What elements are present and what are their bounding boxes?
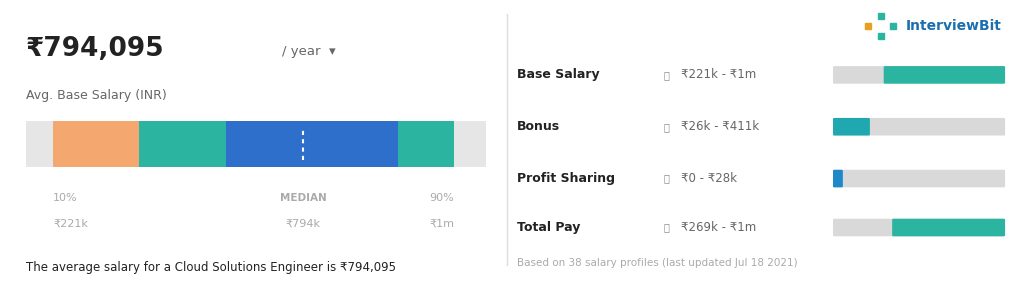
FancyBboxPatch shape xyxy=(834,170,1006,187)
Text: Bonus: Bonus xyxy=(517,120,560,133)
Text: ⓘ: ⓘ xyxy=(664,223,669,232)
Text: ₹221k - ₹1m: ₹221k - ₹1m xyxy=(681,68,756,82)
FancyBboxPatch shape xyxy=(892,219,1006,236)
Text: Profit Sharing: Profit Sharing xyxy=(517,172,615,185)
Bar xyxy=(53,121,139,167)
Text: 90%: 90% xyxy=(429,193,455,203)
Bar xyxy=(398,121,454,167)
FancyBboxPatch shape xyxy=(834,66,1006,84)
Text: ⓘ: ⓘ xyxy=(664,70,669,80)
Text: ₹221k: ₹221k xyxy=(53,219,88,229)
Text: Total Pay: Total Pay xyxy=(517,221,581,234)
Text: 10%: 10% xyxy=(53,193,78,203)
Bar xyxy=(225,121,398,167)
Text: Base Salary: Base Salary xyxy=(517,68,600,82)
Text: ₹794k: ₹794k xyxy=(286,219,321,229)
Text: The average salary for a Cloud Solutions Engineer is ₹794,095: The average salary for a Cloud Solutions… xyxy=(26,261,395,274)
Bar xyxy=(139,121,225,167)
Text: ₹794,095: ₹794,095 xyxy=(26,36,164,62)
Text: ₹26k - ₹411k: ₹26k - ₹411k xyxy=(681,120,759,133)
Text: ⓘ: ⓘ xyxy=(664,174,669,183)
Text: ₹0 - ₹28k: ₹0 - ₹28k xyxy=(681,172,737,185)
Text: / year  ▾: / year ▾ xyxy=(282,45,335,58)
Text: ₹269k - ₹1m: ₹269k - ₹1m xyxy=(681,221,756,234)
Text: ₹1m: ₹1m xyxy=(429,219,455,229)
Text: ⓘ: ⓘ xyxy=(664,122,669,132)
Text: Avg. Base Salary (INR): Avg. Base Salary (INR) xyxy=(26,89,166,102)
Text: InterviewBit: InterviewBit xyxy=(906,19,1002,33)
FancyBboxPatch shape xyxy=(834,170,843,187)
FancyBboxPatch shape xyxy=(834,118,1006,135)
Bar xyxy=(26,121,486,167)
Text: MEDIAN: MEDIAN xyxy=(280,193,327,203)
Text: Based on 38 salary profiles (last updated Jul 18 2021): Based on 38 salary profiles (last update… xyxy=(517,258,798,268)
FancyBboxPatch shape xyxy=(834,219,1006,236)
FancyBboxPatch shape xyxy=(834,118,870,135)
FancyBboxPatch shape xyxy=(884,66,1006,84)
